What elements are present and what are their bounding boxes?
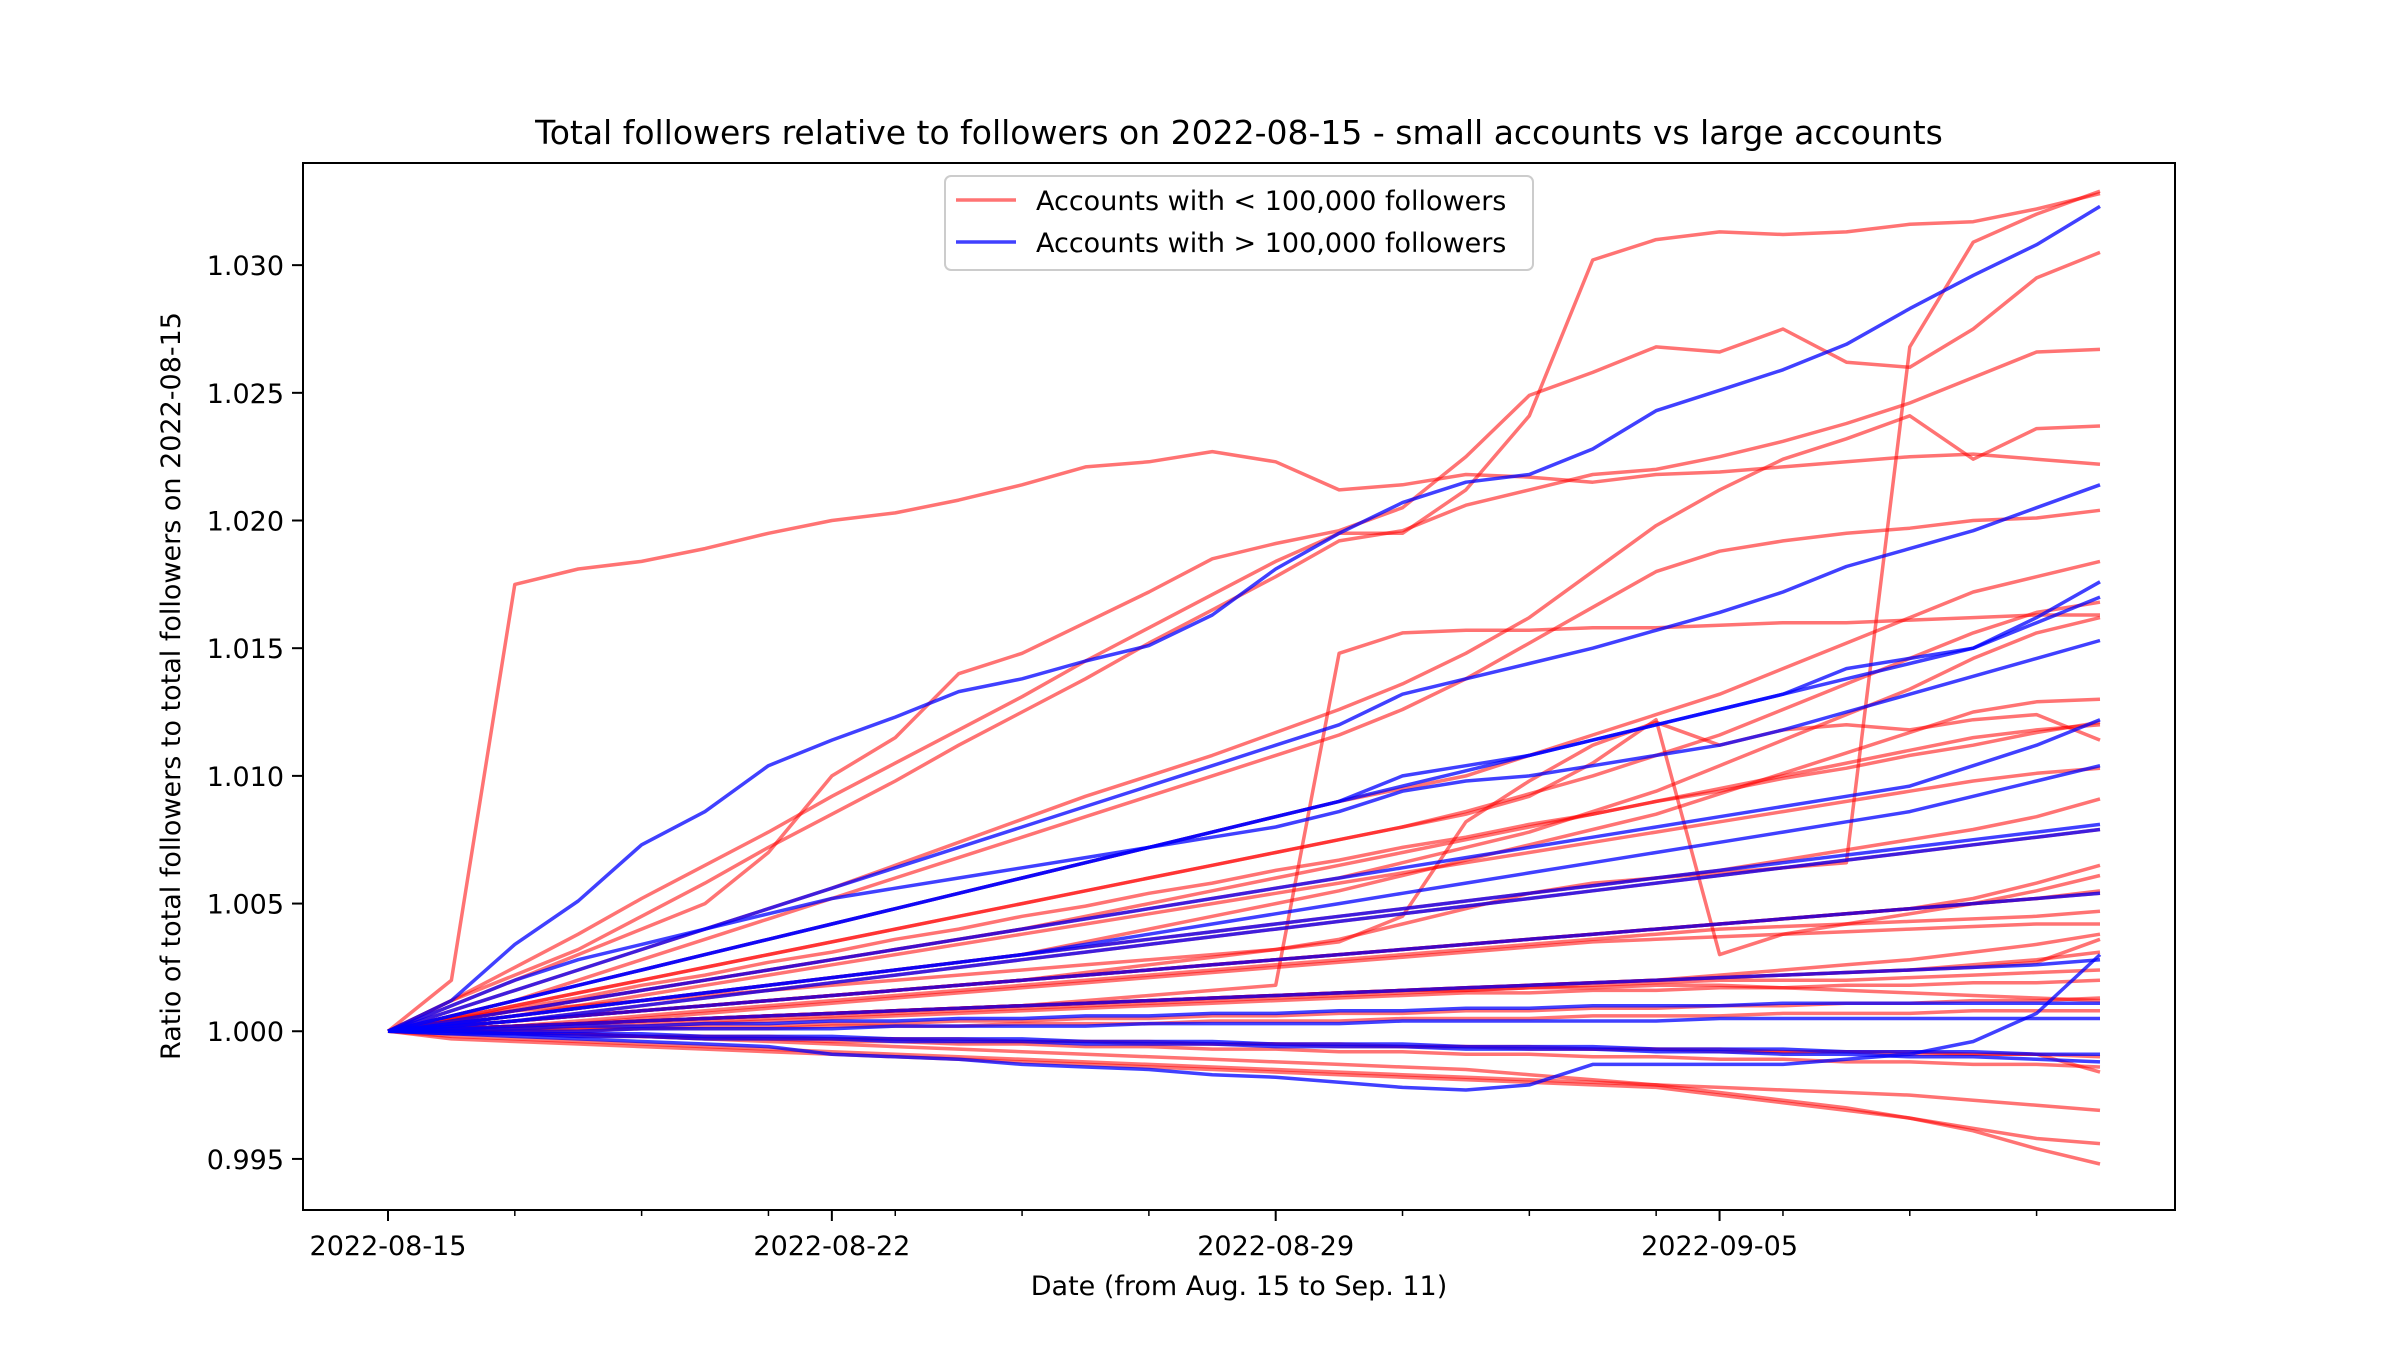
series-line-small-6	[387, 508, 2101, 1033]
plot-frame	[302, 162, 2176, 1211]
y-axis-label: Ratio of total followers to total follow…	[156, 312, 187, 1060]
series-line-large-46	[387, 827, 2101, 1033]
series-line-large-42	[387, 638, 2101, 1033]
y-axis-ticks: 0.995 1.000 1.005 1.010 1.015 1.020 1.025 1.030	[207, 251, 303, 1176]
x-axis-label: Date (from Aug. 15 to Sep. 11)	[1031, 1271, 1448, 1302]
series-line-large-53	[387, 822, 2101, 1033]
series-line-small-2	[387, 189, 2101, 1033]
x-tick-label: 2022-08-22	[753, 1231, 910, 1262]
y-tick-label: 1.030	[207, 251, 284, 282]
series-line-small-24	[388, 968, 2101, 1033]
series-line-small-1	[387, 191, 2101, 1033]
series-line-small-0	[386, 449, 2101, 1033]
x-tick-label: 2022-08-15	[310, 1231, 467, 1262]
series-line-large-51	[387, 953, 2102, 1092]
series-line-large-47	[387, 957, 2101, 1033]
series-line-small-3	[387, 250, 2101, 1033]
series-line-large-49	[388, 1016, 2100, 1033]
y-tick-label: 1.005	[207, 890, 284, 921]
series-line-large-39	[387, 483, 2101, 1033]
y-tick-label: 1.015	[207, 634, 284, 665]
legend: Accounts with < 100,000 followers Accoun…	[944, 175, 1534, 271]
y-tick-label: 1.000	[207, 1017, 284, 1048]
series-line-large-48	[387, 1001, 2100, 1033]
series-line-small-20	[387, 909, 2101, 1033]
x-axis-ticks: 2022-08-15 2022-08-22 2022-08-29 2022-09-05	[310, 1210, 2038, 1262]
plot-lines	[386, 189, 2102, 1166]
series-line-large-44	[387, 718, 2101, 1033]
y-tick-label: 1.020	[207, 507, 284, 538]
legend-label-small: Accounts with < 100,000 followers	[1036, 186, 1506, 217]
series-line-small-14	[387, 766, 2101, 1033]
y-tick-label: 1.010	[207, 762, 284, 793]
y-tick-label: 0.995	[207, 1145, 284, 1176]
series-line-small-31	[387, 1029, 2101, 1146]
x-tick-label: 2022-09-05	[1641, 1231, 1798, 1262]
legend-box	[944, 175, 1534, 271]
series-line-large-52	[387, 1029, 2101, 1064]
series-line-small-36	[387, 720, 2101, 1033]
series-line-large-41	[387, 891, 2101, 1033]
series-line-large-43	[387, 595, 2101, 1033]
series-line-large-38	[387, 204, 2101, 1033]
series-line-small-30	[387, 1029, 2101, 1113]
series-line-small-21	[387, 922, 2100, 1033]
legend-label-large: Accounts with > 100,000 followers	[1036, 228, 1506, 259]
chart-title: Total followers relative to followers on…	[534, 113, 1943, 152]
series-line-large-50	[388, 1029, 2100, 1056]
x-tick-label: 2022-08-29	[1197, 1231, 1354, 1262]
series-line-small-18	[387, 717, 2101, 1033]
y-tick-label: 1.025	[207, 379, 284, 410]
